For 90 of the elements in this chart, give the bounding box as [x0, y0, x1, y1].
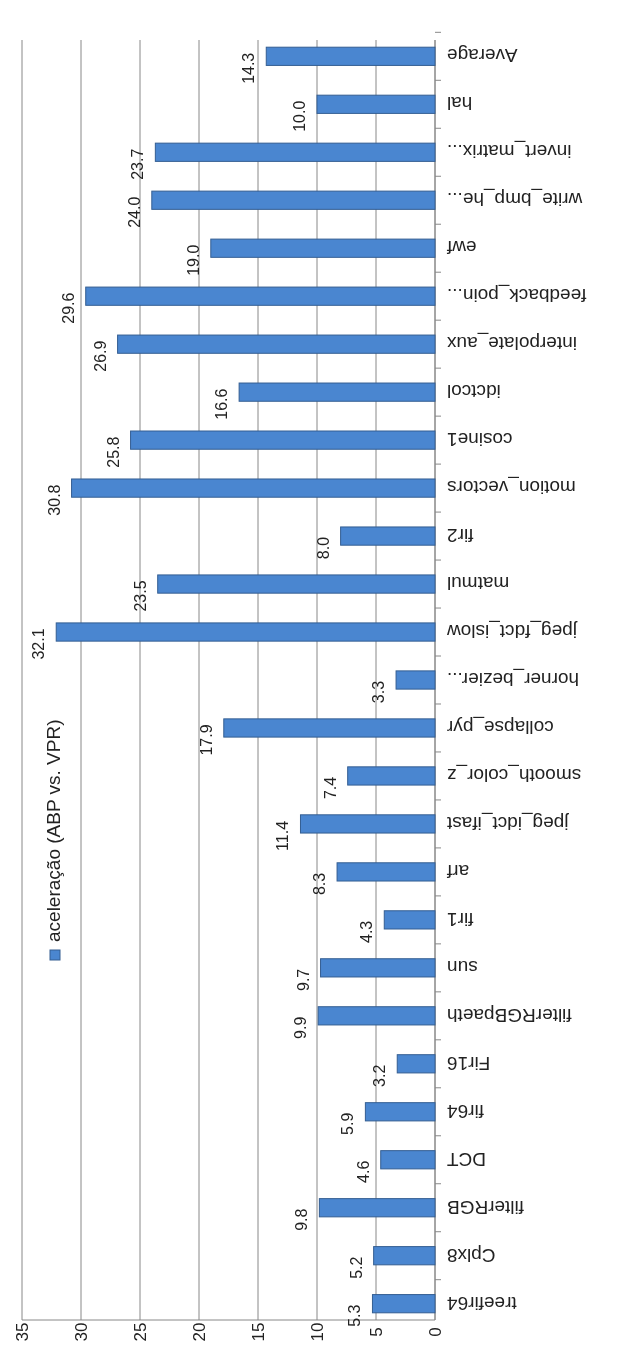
- data-label: 5.3: [346, 1304, 364, 1327]
- x-tick-label: 20: [190, 1322, 209, 1342]
- bar: [396, 1054, 436, 1074]
- y-tick-label: jpeg_idct_ifast: [446, 811, 570, 834]
- data-label: 30.8: [45, 484, 63, 516]
- bar: [371, 1294, 436, 1314]
- bar: [340, 526, 436, 546]
- data-label: 23.5: [131, 580, 149, 612]
- data-label: 11.4: [274, 820, 292, 851]
- x-tick-label: 30: [72, 1322, 91, 1342]
- bar: [223, 718, 436, 738]
- x-tick-label: 35: [13, 1322, 32, 1342]
- x-tick-label: 25: [131, 1322, 150, 1342]
- data-label: 3.2: [371, 1064, 389, 1087]
- y-tick-label: sun: [447, 956, 478, 978]
- data-label: 26.9: [91, 340, 109, 372]
- data-label: 3.3: [370, 680, 388, 704]
- bar: [317, 1006, 436, 1026]
- data-label: 9.8: [293, 1208, 311, 1231]
- bar: [85, 286, 436, 306]
- data-label: 4.6: [354, 1160, 372, 1183]
- y-tick-label: smooth_color_z: [447, 763, 582, 786]
- data-label: 5.9: [339, 1112, 357, 1135]
- y-tick-label: idctcol: [447, 381, 501, 403]
- bar: [336, 862, 436, 882]
- bar: [318, 1198, 436, 1218]
- y-tick-label: jpeg_fdct_islow: [446, 620, 578, 643]
- y-tick-label: hal: [447, 93, 473, 115]
- y-tick-label: Average: [447, 45, 518, 67]
- y-tick-label: fir2: [447, 525, 474, 547]
- data-label: 8.3: [311, 872, 329, 896]
- y-tick-label: interpolate_aux: [446, 332, 577, 355]
- data-label: 24.0: [125, 196, 143, 228]
- y-tick-label: fir64: [446, 1100, 484, 1122]
- data-label: 10.0: [291, 100, 308, 132]
- y-tick-label: motion_vectors: [447, 476, 576, 499]
- y-tick-label: horner_bezier...: [447, 668, 580, 690]
- y-tick-label: ewf: [446, 237, 477, 259]
- y-tick-label: collapse_pyr: [446, 715, 554, 738]
- y-tick-label: Fir16: [447, 1052, 491, 1074]
- y-tick-label: filterRGBpaeth: [447, 1004, 572, 1026]
- y-tick-label: filterRGB: [447, 1196, 525, 1218]
- y-tick-label: DCT: [446, 1148, 487, 1170]
- y-tick-label: write_bmp_he...: [447, 188, 584, 211]
- bar: [299, 814, 436, 834]
- y-tick-label: treefir64: [446, 1292, 517, 1314]
- bar: [383, 910, 436, 930]
- x-tick-label: 5: [367, 1327, 386, 1337]
- data-label: 8.0: [314, 536, 332, 560]
- bar: [71, 478, 436, 498]
- y-tick-label: feedback_poin...: [447, 284, 587, 307]
- bar: [373, 1246, 436, 1266]
- bar: [380, 1150, 436, 1170]
- bar: [154, 142, 436, 162]
- data-label: 16.6: [213, 388, 231, 420]
- y-tick-label: matmul: [447, 573, 510, 595]
- bar: [117, 334, 436, 354]
- bar: [395, 670, 436, 690]
- y-tick-label: invert_matrix...: [447, 140, 572, 163]
- x-tick-label: 0: [426, 1327, 445, 1337]
- bar: [320, 958, 436, 978]
- data-label: 4.3: [358, 920, 376, 944]
- data-label: 9.9: [292, 1016, 310, 1039]
- bar: [55, 622, 436, 642]
- x-tick-label: 15: [249, 1322, 268, 1342]
- bar: [364, 1102, 436, 1122]
- bar: [130, 430, 436, 450]
- bar: [316, 94, 436, 114]
- bar: [238, 382, 436, 402]
- data-label: 17.9: [197, 724, 215, 756]
- x-tick-label: 10: [308, 1322, 327, 1342]
- y-tick-label: arf: [446, 860, 470, 882]
- data-label: 32.1: [30, 628, 48, 660]
- data-label: 25.8: [104, 436, 122, 468]
- y-tick-label: fir1: [447, 908, 474, 930]
- y-tick-label: Cplx8: [447, 1244, 496, 1266]
- data-label: 14.3: [240, 52, 258, 84]
- data-label: 5.2: [347, 1256, 365, 1279]
- bar: [210, 238, 436, 258]
- bar: [265, 46, 436, 66]
- data-label: 7.4: [321, 776, 339, 800]
- data-label: 29.6: [59, 292, 77, 324]
- bar: [157, 574, 436, 594]
- text: aceleração (ABP vs. VPR): [43, 719, 64, 942]
- bar: [347, 766, 436, 786]
- y-tick-label: cosine1: [447, 429, 513, 451]
- data-label: 9.7: [294, 968, 312, 991]
- data-label: 19.0: [184, 244, 202, 276]
- data-label: 23.7: [129, 148, 147, 180]
- bar: [151, 190, 436, 210]
